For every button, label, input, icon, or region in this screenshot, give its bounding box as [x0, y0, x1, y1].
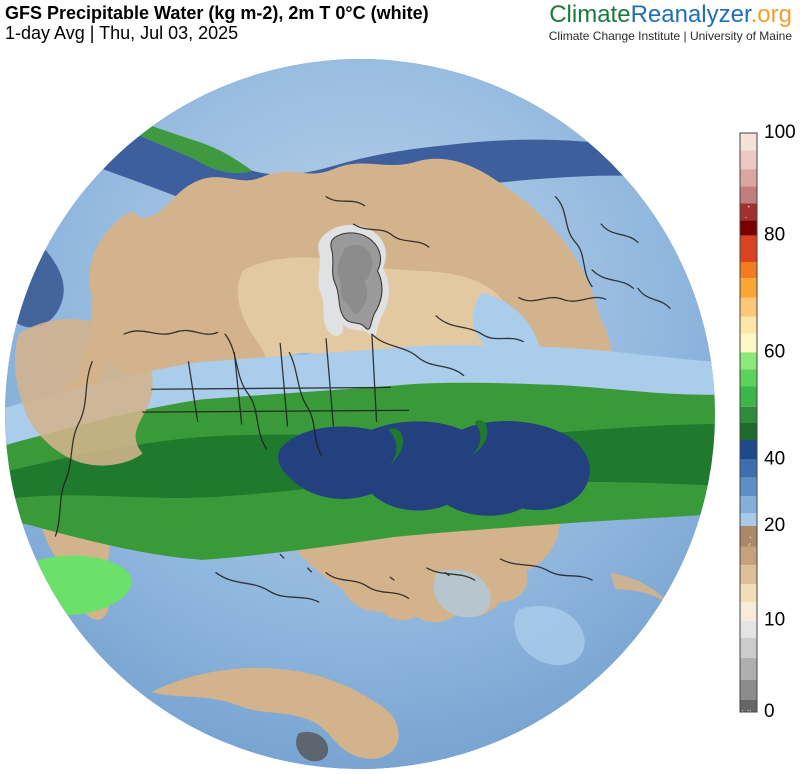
svg-text:20: 20 — [764, 515, 785, 536]
svg-text:100: 100 — [764, 122, 796, 143]
svg-text:0: 0 — [764, 701, 775, 722]
svg-text:40: 40 — [764, 449, 785, 470]
svg-text:10: 10 — [764, 610, 785, 631]
svg-text:80: 80 — [764, 225, 785, 246]
svg-text:60: 60 — [764, 341, 785, 362]
